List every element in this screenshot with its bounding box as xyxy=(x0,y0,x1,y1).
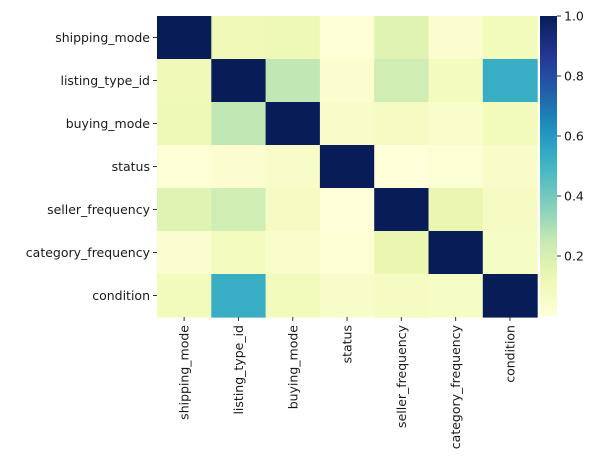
heatmap-cell xyxy=(428,274,484,318)
column-labels: shipping_mode listing_type_id buying_mode s… xyxy=(177,317,517,449)
heatmap-cell xyxy=(319,59,375,103)
heatmap-cell xyxy=(428,231,484,275)
heatmap-cell xyxy=(482,274,538,318)
column-label: listing_type_id xyxy=(231,325,246,415)
row-labels: shipping_mode listing_type_id buying_modes… xyxy=(26,30,157,303)
heatmap-cell xyxy=(482,59,538,103)
heatmap-cell xyxy=(319,188,375,232)
column-label: category_frequency xyxy=(448,324,463,449)
heatmap-cell xyxy=(157,145,212,189)
column-label: status xyxy=(340,325,355,363)
colorbar-tick-label: 0.4 xyxy=(564,189,584,204)
heatmap-cell xyxy=(374,16,430,60)
heatmap-cell xyxy=(211,145,267,189)
heatmap-cell xyxy=(374,102,430,146)
heatmap-cell xyxy=(319,274,375,318)
heatmap-cell xyxy=(428,188,484,232)
heatmap-cell xyxy=(265,59,321,103)
heatmap-cell xyxy=(374,59,430,103)
heatmap-cell xyxy=(157,102,212,146)
colorbar: 0.2 0.4 0.6 0.8 1.0 xyxy=(540,9,584,316)
heatmap-cell xyxy=(428,102,484,146)
heatmap-cell xyxy=(211,16,267,60)
heatmap-cell xyxy=(211,59,267,103)
column-label: seller_frequency xyxy=(394,324,409,428)
heatmap-cell xyxy=(482,16,538,60)
heatmap-cell xyxy=(157,231,212,275)
heatmap-cell xyxy=(374,188,430,232)
column-label: shipping_mode xyxy=(177,325,192,420)
row-label: status xyxy=(112,159,150,174)
row-label: seller_frequency xyxy=(47,202,151,217)
colorbar-tick-label: 0.6 xyxy=(564,129,584,144)
heatmap-cell xyxy=(428,145,484,189)
heatmap-cell xyxy=(265,274,321,318)
row-label: listing_type_id xyxy=(60,73,150,88)
heatmap-cell xyxy=(157,188,212,232)
heatmap-cell xyxy=(482,102,538,146)
heatmap-cell xyxy=(265,16,321,60)
heatmap-cell xyxy=(319,145,375,189)
row-label: shipping_mode xyxy=(55,30,150,45)
colorbar-gradient xyxy=(540,16,557,316)
column-label: condition xyxy=(502,325,517,383)
heatmap-cell xyxy=(157,16,212,60)
heatmap-cell xyxy=(211,102,267,146)
heatmap-cell xyxy=(482,145,538,189)
heatmap-cell xyxy=(265,102,321,146)
heatmap-cell xyxy=(157,274,212,318)
heatmap-cell xyxy=(265,188,321,232)
heatmap-cell xyxy=(482,188,538,232)
heatmap-cell xyxy=(374,145,430,189)
heatmap-cell xyxy=(428,16,484,60)
column-label: buying_mode xyxy=(285,325,300,410)
heatmap-cell xyxy=(319,16,375,60)
heatmap-cell xyxy=(157,59,212,103)
colorbar-tick-label: 0.2 xyxy=(564,249,584,264)
row-label: condition xyxy=(92,288,150,303)
row-label: buying_mode xyxy=(66,116,151,131)
heatmap-cell xyxy=(265,231,321,275)
heatmap-cell xyxy=(374,274,430,318)
heatmap-cell xyxy=(211,188,267,232)
heatmap-cells xyxy=(157,16,538,318)
heatmap-cell xyxy=(211,274,267,318)
colorbar-tick-label: 0.8 xyxy=(564,69,584,84)
heatmap-cell xyxy=(319,231,375,275)
heatmap-cell xyxy=(374,231,430,275)
colorbar-tick-label: 1.0 xyxy=(564,9,584,24)
row-label: category_frequency xyxy=(26,245,151,260)
heatmap-cell xyxy=(482,231,538,275)
heatmap-cell xyxy=(319,102,375,146)
heatmap-cell xyxy=(211,231,267,275)
heatmap-cell xyxy=(428,59,484,103)
heatmap-cell xyxy=(265,145,321,189)
